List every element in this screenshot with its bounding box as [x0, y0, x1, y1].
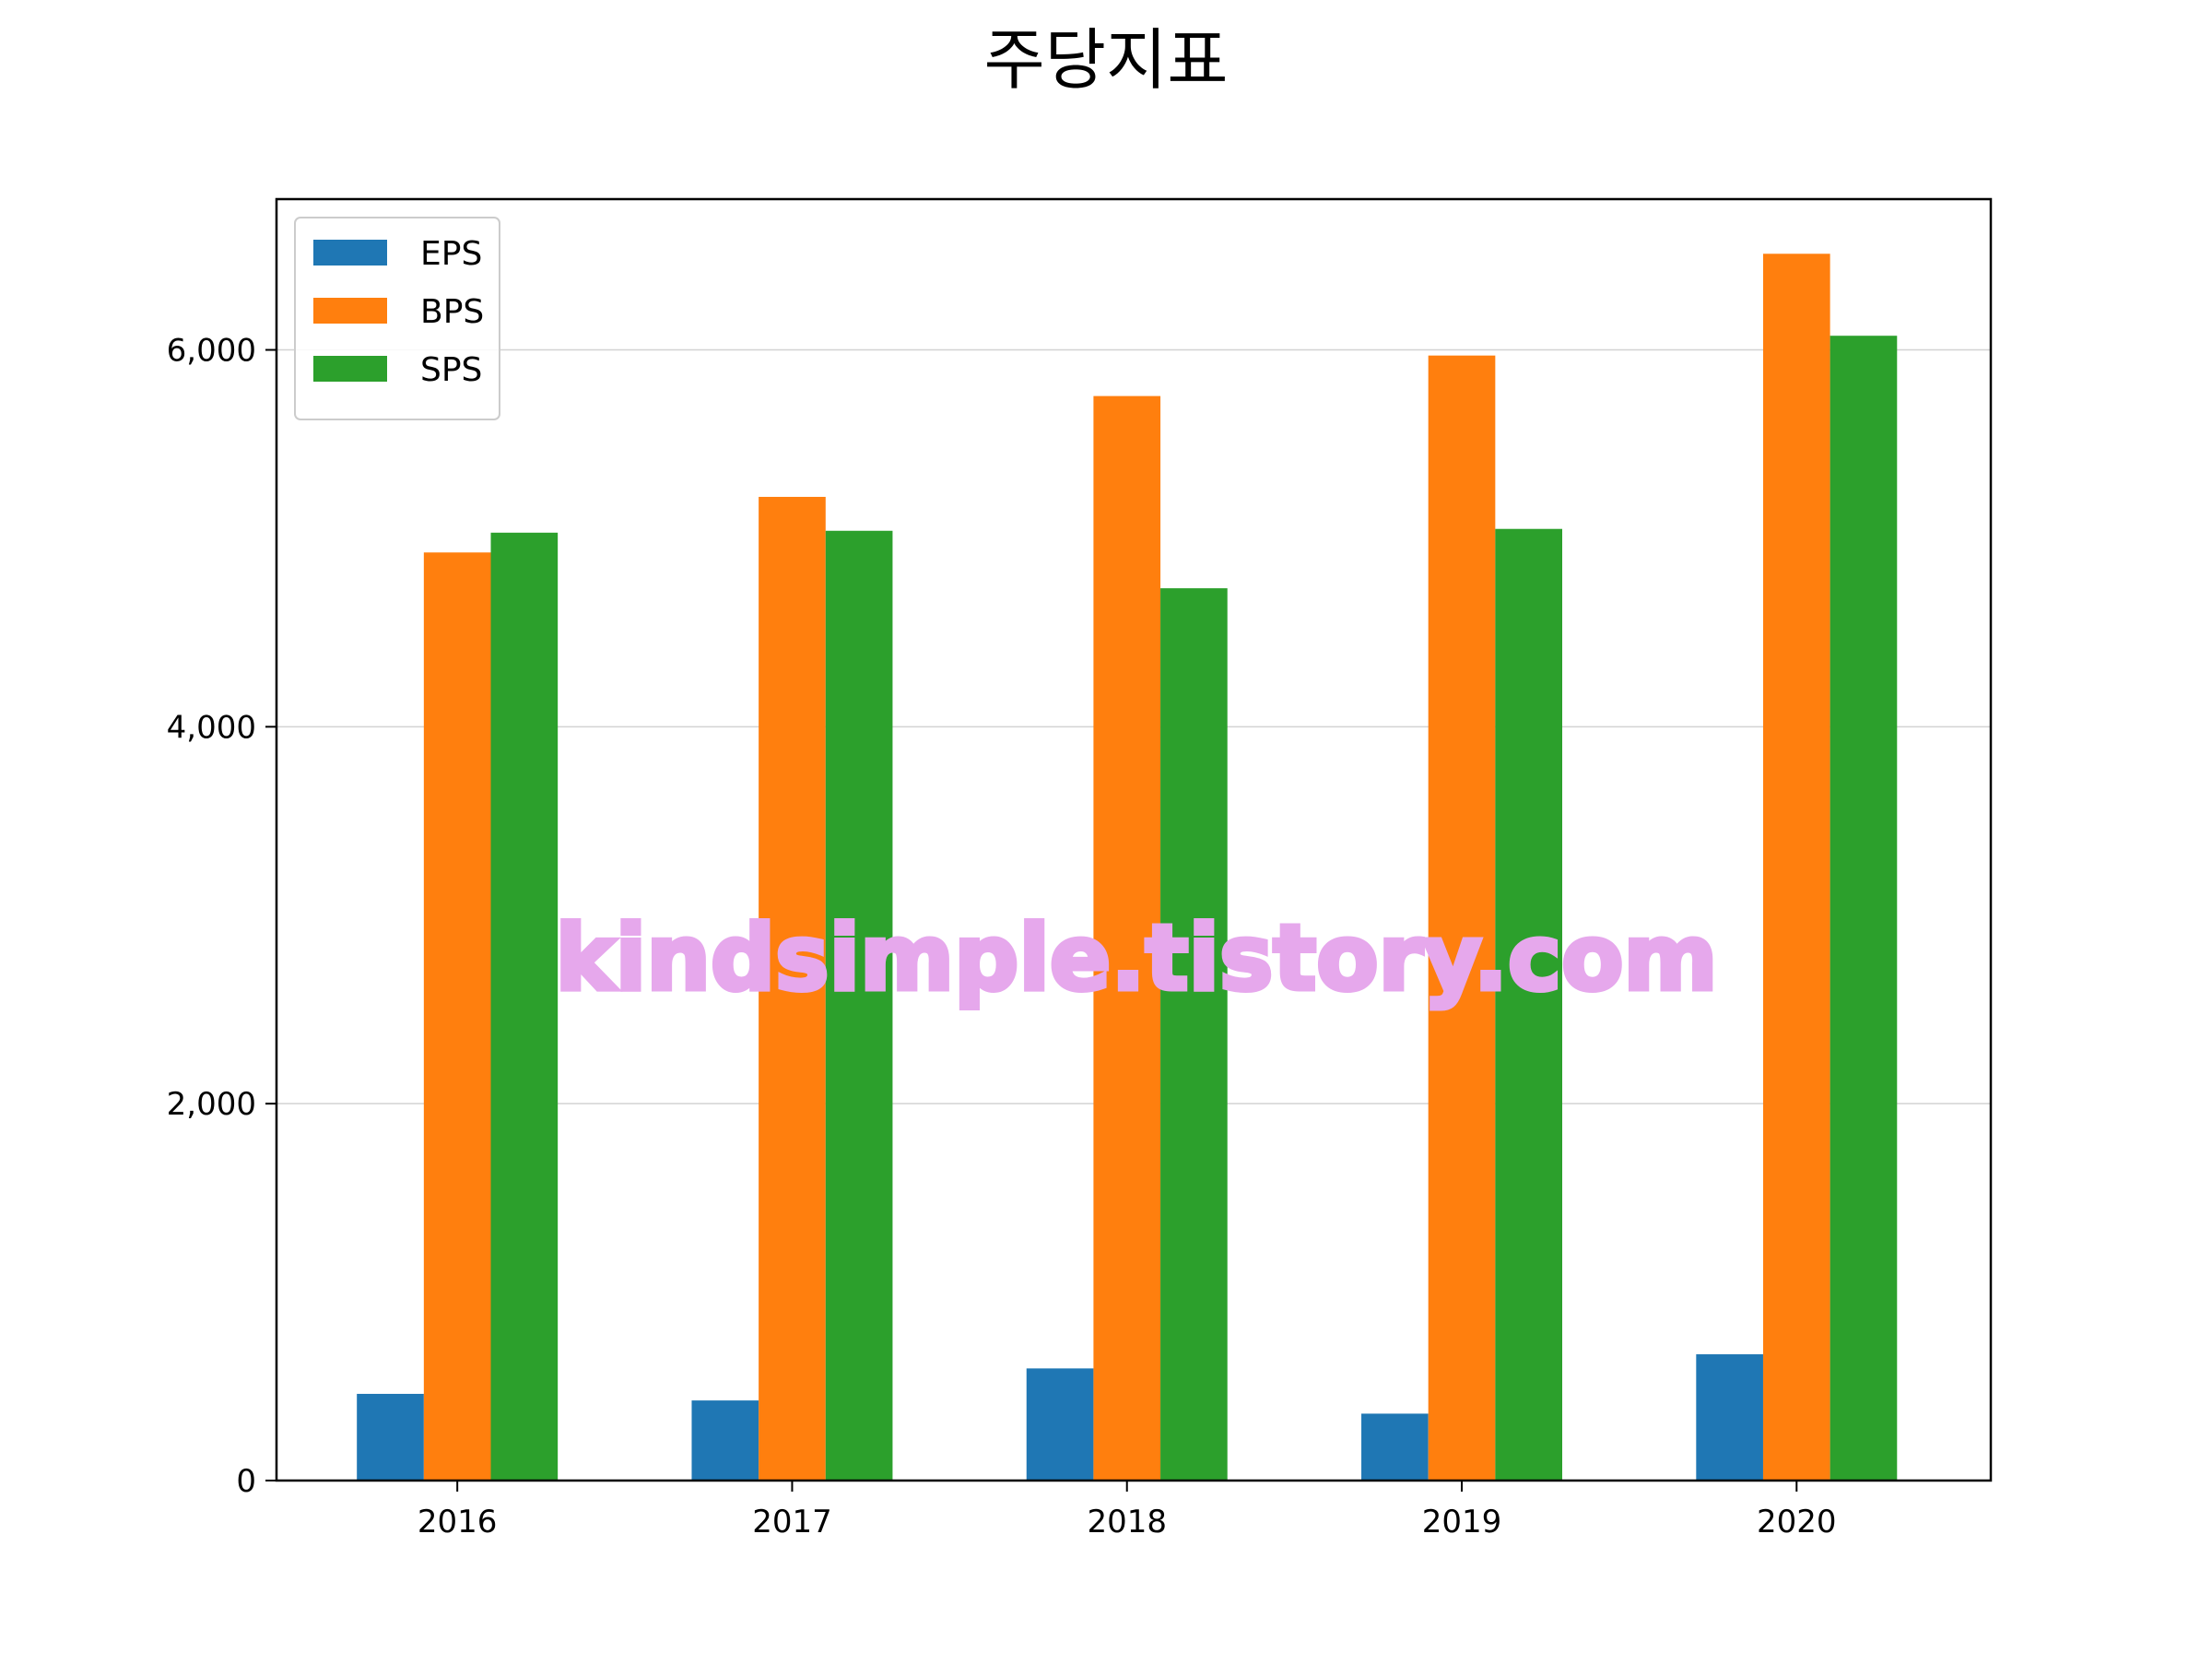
bar-sps-2017: [825, 530, 893, 1481]
watermark: kindsimple.tistory.com: [555, 906, 1717, 1011]
bar-bps-2019: [1428, 355, 1496, 1481]
y-axis: 0 2,000 4,000 6,000: [167, 333, 276, 1500]
legend-swatch-bps: [313, 298, 387, 324]
bar-eps-2018: [1026, 1368, 1094, 1481]
bar-bps-2017: [759, 496, 826, 1481]
legend-label-eps: EPS: [420, 235, 482, 273]
y-tick-label: 4,000: [167, 709, 256, 746]
x-axis: 2016 2017 2018 2019 2020: [418, 1481, 1837, 1540]
x-tick-label: 2020: [1757, 1504, 1837, 1540]
bar-eps-2020: [1696, 1354, 1763, 1481]
x-tick-label: 2018: [1087, 1504, 1167, 1540]
x-tick-label: 2016: [418, 1504, 498, 1540]
legend-label-bps: BPS: [420, 293, 484, 331]
bar-eps-2019: [1361, 1413, 1429, 1481]
legend-swatch-eps: [313, 240, 387, 266]
legend-swatch-sps: [313, 356, 387, 382]
plot-frame: [275, 197, 1993, 1482]
bar-eps-2016: [357, 1393, 424, 1481]
bar-sps-2019: [1495, 528, 1562, 1481]
legend-label-sps: SPS: [420, 351, 482, 389]
bars: [357, 254, 1898, 1481]
x-tick-label: 2019: [1422, 1504, 1502, 1540]
bar-sps-2020: [1830, 336, 1898, 1481]
bar-eps-2017: [691, 1400, 759, 1481]
bar-bps-2020: [1762, 254, 1830, 1481]
x-tick-label: 2017: [752, 1504, 832, 1540]
legend: EPS BPS SPS: [294, 217, 500, 420]
chart-title: 주당지표: [984, 21, 1229, 99]
bar-bps-2016: [423, 552, 491, 1481]
bar-sps-2018: [1160, 588, 1228, 1481]
y-tick-label: 6,000: [167, 333, 256, 370]
bar-sps-2016: [490, 532, 559, 1481]
y-tick-label: 2,000: [167, 1086, 256, 1123]
bar-bps-2018: [1093, 395, 1161, 1481]
y-tick-label: 0: [236, 1463, 256, 1500]
